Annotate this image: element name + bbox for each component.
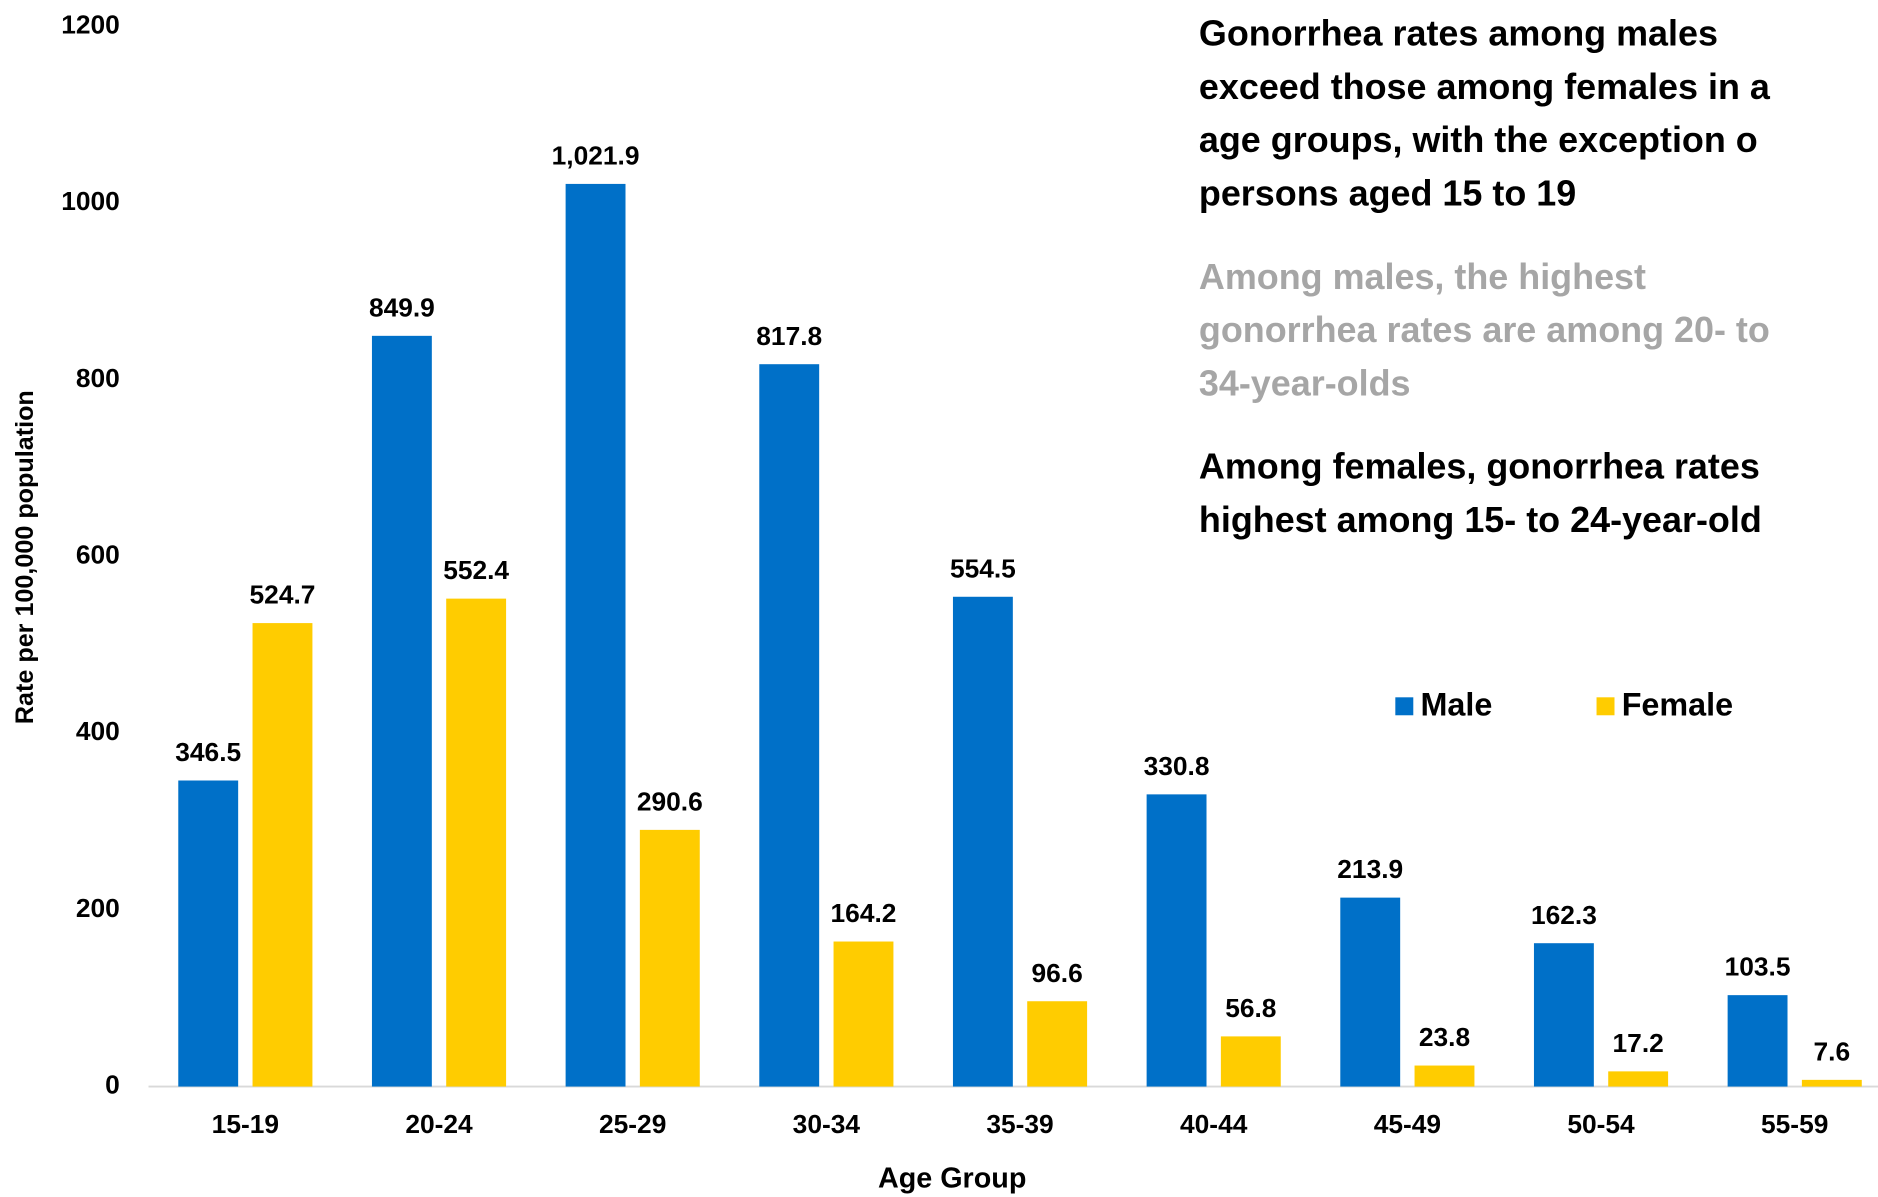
bar [1146,794,1207,1087]
y-tick-label: 1000 [61,186,120,216]
annotation: persons aged 15 to 19 [1199,173,1576,214]
annotation: exceed those among females in a [1199,66,1771,107]
annotation: Among males, the highest [1199,256,1646,297]
value-label: 552.4 [443,555,509,585]
legend-swatch [1596,697,1615,716]
x-tick-label: 30-34 [793,1109,861,1139]
annotation: 34-year-olds [1199,362,1411,403]
y-tick-label: 0 [105,1070,120,1100]
bar [1414,1065,1475,1087]
value-label: 554.5 [950,553,1016,583]
legend-label: Female [1622,686,1733,722]
bar [252,623,313,1087]
value-label: 330.8 [1144,751,1210,781]
bar [1727,995,1788,1087]
y-tick-label: 1200 [61,10,120,40]
bar [1027,1001,1088,1087]
value-label: 103.5 [1725,952,1791,982]
bar [371,335,432,1087]
value-label: 290.6 [637,786,703,816]
value-label: 346.5 [175,737,241,767]
bar [1220,1036,1281,1087]
annotation: gonorrhea rates are among 20- to [1199,309,1770,350]
x-tick-label: 35-39 [986,1109,1053,1139]
annotation: highest among 15- to 24-year-old [1199,499,1762,540]
value-label: 7.6 [1814,1036,1851,1066]
x-tick-label: 25-29 [599,1109,666,1139]
value-label: 1,021.9 [552,141,640,171]
bar [178,780,239,1087]
y-axis-title: Rate per 100,000 population [11,390,39,724]
annotation: age groups, with the exception o [1199,119,1758,160]
annotation: Gonorrhea rates among males [1199,13,1718,54]
value-label: 56.8 [1225,993,1276,1023]
y-tick-label: 400 [76,716,120,746]
x-tick-label: 15-19 [212,1109,279,1139]
y-tick-label: 800 [76,363,120,393]
annotation: Among females, gonorrhea rates [1199,446,1760,487]
value-label: 162.3 [1531,900,1597,930]
value-label: 524.7 [250,580,316,610]
x-tick-label: 45-49 [1374,1109,1441,1139]
value-label: 849.9 [369,292,435,322]
legend-label: Male [1420,686,1492,722]
x-tick-label: 50-54 [1567,1109,1635,1139]
bar [1533,943,1594,1087]
x-tick-label: 20-24 [405,1109,473,1139]
y-tick-label: 200 [76,893,120,923]
value-label: 213.9 [1337,854,1403,884]
x-axis-title: Age Group [878,1163,1026,1195]
bar [1801,1079,1862,1087]
bar [759,364,820,1087]
bar [952,596,1013,1087]
x-tick-label: 55-59 [1761,1109,1828,1139]
bar [565,183,626,1087]
value-label: 96.6 [1032,958,1083,988]
value-label: 17.2 [1613,1028,1664,1058]
bar [1608,1071,1669,1087]
x-tick-label: 40-44 [1180,1109,1248,1139]
legend-swatch [1395,697,1414,716]
bar [639,829,700,1087]
value-label: 164.2 [831,898,897,928]
value-label: 23.8 [1419,1022,1470,1052]
bar [1340,897,1401,1087]
bar [446,598,507,1087]
bar [833,941,894,1087]
y-tick-label: 600 [76,540,120,570]
value-label: 817.8 [756,321,822,351]
